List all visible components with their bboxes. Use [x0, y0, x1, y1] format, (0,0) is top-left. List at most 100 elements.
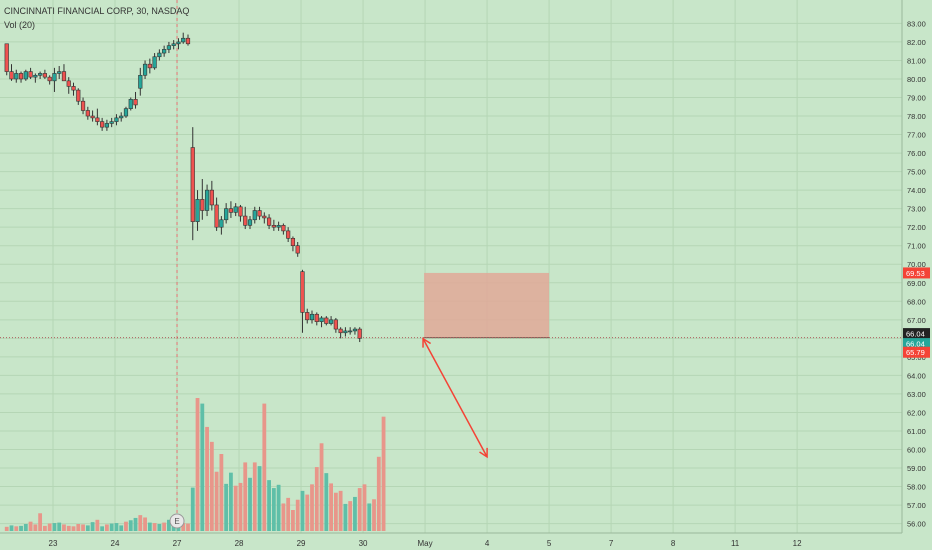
candle[interactable] [224, 208, 229, 221]
candle[interactable] [214, 204, 219, 228]
candle[interactable] [147, 63, 152, 69]
candle[interactable] [76, 89, 81, 102]
candle[interactable] [238, 206, 243, 217]
candle[interactable] [152, 56, 157, 69]
candle[interactable] [286, 230, 291, 239]
candle[interactable] [348, 330, 353, 333]
candle[interactable] [271, 225, 276, 228]
candle[interactable] [23, 71, 28, 80]
candle[interactable] [119, 115, 124, 119]
candle[interactable] [142, 63, 148, 76]
forecast-arrow-tail [422, 337, 432, 348]
candle[interactable] [181, 37, 186, 43]
candle[interactable] [90, 115, 95, 119]
price-tick-label: 68.00 [907, 297, 926, 306]
candle[interactable] [157, 52, 162, 58]
candle[interactable] [295, 245, 300, 254]
candle[interactable] [4, 43, 9, 72]
candle[interactable] [18, 73, 24, 80]
candle[interactable] [28, 71, 33, 78]
candle[interactable] [104, 123, 110, 128]
candle[interactable] [128, 99, 133, 109]
candle[interactable] [47, 76, 52, 82]
candle[interactable] [357, 328, 362, 339]
candle[interactable] [262, 215, 267, 219]
candle[interactable] [228, 208, 234, 213]
volume-indicator-label[interactable]: Vol (20) [4, 20, 36, 30]
candle[interactable] [33, 74, 38, 78]
candle[interactable] [338, 328, 343, 334]
candle[interactable] [290, 238, 296, 247]
price-tick-label: 58.00 [907, 483, 926, 492]
candle[interactable] [114, 117, 119, 122]
short-position-box[interactable] [424, 272, 550, 338]
time-tick-label: 8 [671, 539, 676, 548]
volume-bar [33, 524, 38, 531]
candle[interactable] [204, 189, 210, 211]
candle[interactable] [257, 210, 262, 217]
volume-bar [248, 477, 252, 531]
candle[interactable] [109, 121, 114, 124]
candle[interactable] [305, 312, 310, 321]
candle[interactable] [352, 328, 358, 332]
candle[interactable] [219, 219, 224, 228]
time-tick-label: May [417, 539, 432, 548]
candle[interactable] [95, 117, 100, 122]
candle[interactable] [200, 199, 205, 211]
candle[interactable] [309, 313, 315, 321]
candle[interactable] [138, 74, 143, 89]
symbol-title[interactable]: CINCINNATI FINANCIAL CORP, 30, NASDAQ [4, 6, 190, 16]
candle[interactable] [176, 41, 181, 45]
candle[interactable] [162, 49, 167, 54]
candle[interactable] [61, 71, 67, 82]
time-tick-label: 11 [731, 539, 740, 548]
candle[interactable] [190, 147, 195, 222]
price-label-box [903, 346, 930, 358]
volume-bar [100, 526, 105, 531]
candle[interactable] [100, 121, 105, 128]
candle[interactable] [319, 317, 324, 322]
candle[interactable] [80, 100, 86, 111]
earnings-marker[interactable] [169, 513, 185, 529]
candle[interactable] [209, 189, 214, 206]
candle[interactable] [133, 99, 138, 106]
candle[interactable] [71, 86, 76, 91]
candle[interactable] [276, 225, 281, 228]
volume-bar [281, 503, 286, 531]
candle[interactable] [252, 210, 257, 221]
candle[interactable] [38, 73, 43, 76]
candle[interactable] [233, 206, 238, 213]
candle[interactable] [300, 271, 305, 313]
candle[interactable] [85, 110, 90, 117]
candle[interactable] [343, 330, 348, 334]
candle[interactable] [247, 219, 253, 226]
candle[interactable] [195, 199, 200, 222]
volume-bar [209, 441, 214, 531]
candle[interactable] [281, 225, 286, 232]
candle[interactable] [14, 73, 19, 80]
price-tick-label: 81.00 [907, 56, 926, 65]
price-label-box [903, 338, 930, 350]
candle[interactable] [52, 73, 57, 82]
candle[interactable] [171, 43, 176, 46]
candle[interactable] [324, 317, 329, 324]
candle[interactable] [123, 108, 129, 117]
candle[interactable] [314, 313, 319, 322]
candle[interactable] [42, 73, 47, 78]
candle[interactable] [166, 45, 172, 50]
price-tick-label: 71.00 [907, 242, 926, 251]
candle[interactable] [57, 71, 62, 74]
candle[interactable] [333, 319, 338, 330]
volume-bar [271, 488, 276, 531]
forecast-arrow[interactable] [422, 338, 488, 458]
candle[interactable] [328, 319, 334, 324]
price-label-text: 69.53 [906, 269, 925, 278]
candle[interactable] [243, 215, 248, 226]
candle[interactable] [66, 80, 71, 87]
candle[interactable] [185, 37, 191, 45]
price-tick-label: 76.00 [907, 149, 926, 158]
candle[interactable] [9, 71, 14, 80]
candle[interactable] [266, 217, 272, 226]
volume-bar [38, 513, 43, 531]
